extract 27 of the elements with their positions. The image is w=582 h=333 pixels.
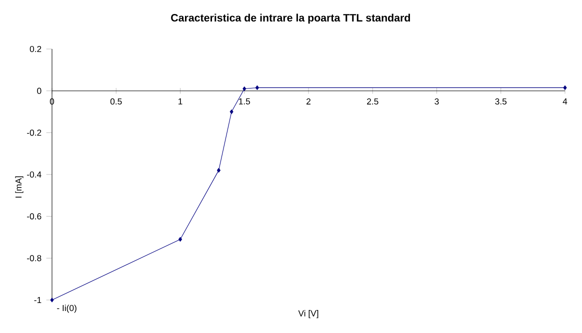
- y-tick-label: -1: [34, 297, 42, 303]
- x-tick-label: 0: [50, 98, 54, 105]
- x-axis-title: Vi [V]: [298, 310, 318, 318]
- point: [255, 85, 259, 90]
- point: [242, 86, 246, 92]
- annotation: - Ii(0): [57, 304, 76, 313]
- y-tick-label: 0.2: [30, 46, 42, 52]
- y-tick-label: 0: [37, 88, 42, 94]
- y-tick-label: -0.6: [27, 213, 42, 220]
- point: [50, 298, 54, 302]
- y-tick-label: -0.2: [27, 130, 42, 136]
- x-tick-label: 4: [562, 98, 568, 104]
- chart-title: Caracteristica de intrare la poarta TTL standard: [171, 14, 410, 24]
- point: [563, 85, 567, 90]
- y-tick-label: -0.4: [27, 171, 42, 178]
- x-tick-label: 0.5: [110, 98, 122, 105]
- x-tick-label: 2: [306, 98, 310, 104]
- y-tick-label: -0.8: [27, 255, 42, 262]
- x-tick-label: 2.5: [367, 98, 378, 105]
- x-tick-label: 1: [178, 98, 182, 104]
- x-tick-label: 3: [434, 98, 439, 105]
- x-tick-label: 1.5: [239, 98, 250, 104]
- point: [230, 109, 234, 114]
- point: [178, 237, 182, 242]
- x-tick-label: 3.5: [495, 98, 507, 105]
- point: [216, 168, 220, 173]
- y-axis-title: I [mA]: [15, 176, 24, 198]
